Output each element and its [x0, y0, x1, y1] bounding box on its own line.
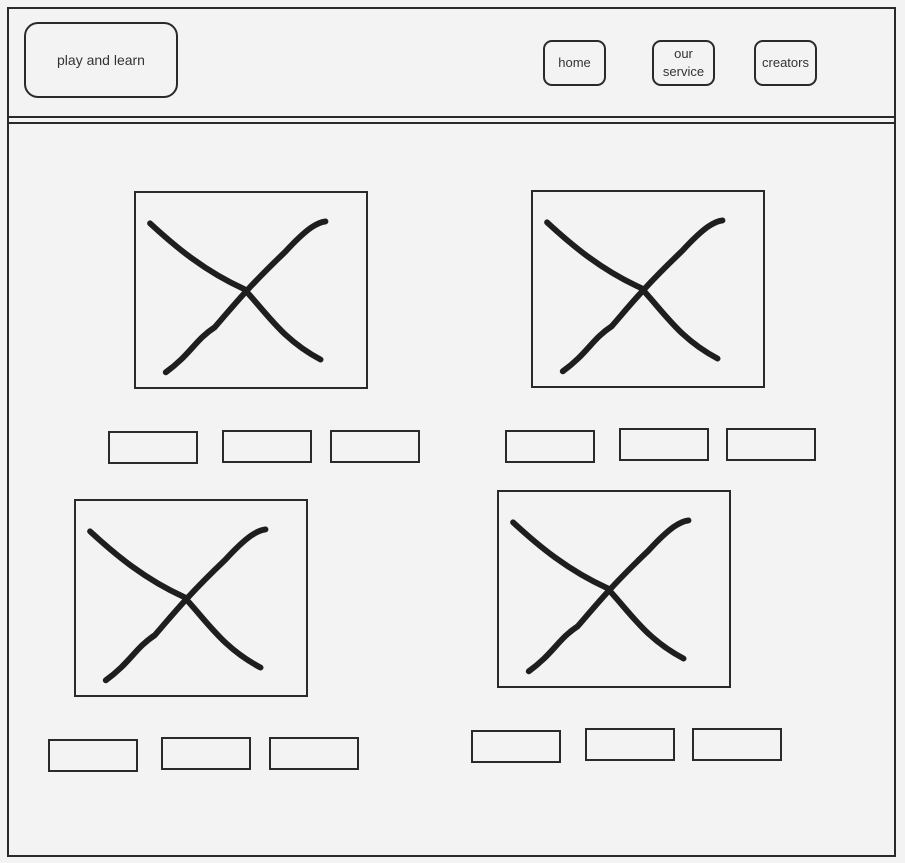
card-2-button-3[interactable]: [726, 428, 816, 461]
card-2-button-2[interactable]: [619, 428, 709, 461]
logo-text: play and learn: [57, 52, 145, 68]
card-4-button-2[interactable]: [585, 728, 675, 761]
card-1-button-1[interactable]: [108, 431, 198, 464]
card-3-button-1[interactable]: [48, 739, 138, 772]
nav-creators-label: creators: [762, 55, 809, 70]
card-1-button-3[interactable]: [330, 430, 420, 463]
nav-our-service-label: our service: [662, 46, 705, 79]
card-2-image: [531, 190, 765, 388]
logo-box[interactable]: play and learn: [24, 22, 178, 98]
nav-home-label: home: [558, 55, 591, 70]
card-1-button-2[interactable]: [222, 430, 312, 463]
card-2-button-1[interactable]: [505, 430, 595, 463]
image-placeholder-icon: [87, 526, 269, 684]
card-3-button-3[interactable]: [269, 737, 359, 770]
card-4-button-3[interactable]: [692, 728, 782, 761]
image-placeholder-icon: [510, 517, 692, 675]
nav-creators-button[interactable]: creators: [754, 40, 817, 86]
nav-home-button[interactable]: home: [543, 40, 606, 86]
card-3-button-2[interactable]: [161, 737, 251, 770]
card-3-image: [74, 499, 308, 697]
nav-our-service-button[interactable]: our service: [652, 40, 715, 86]
header-divider-top: [7, 116, 896, 118]
header-divider-bottom: [7, 122, 896, 124]
image-placeholder-icon: [544, 217, 726, 375]
card-4-button-1[interactable]: [471, 730, 561, 763]
card-4-image: [497, 490, 731, 688]
image-placeholder-icon: [147, 218, 329, 376]
card-1-image: [134, 191, 368, 389]
